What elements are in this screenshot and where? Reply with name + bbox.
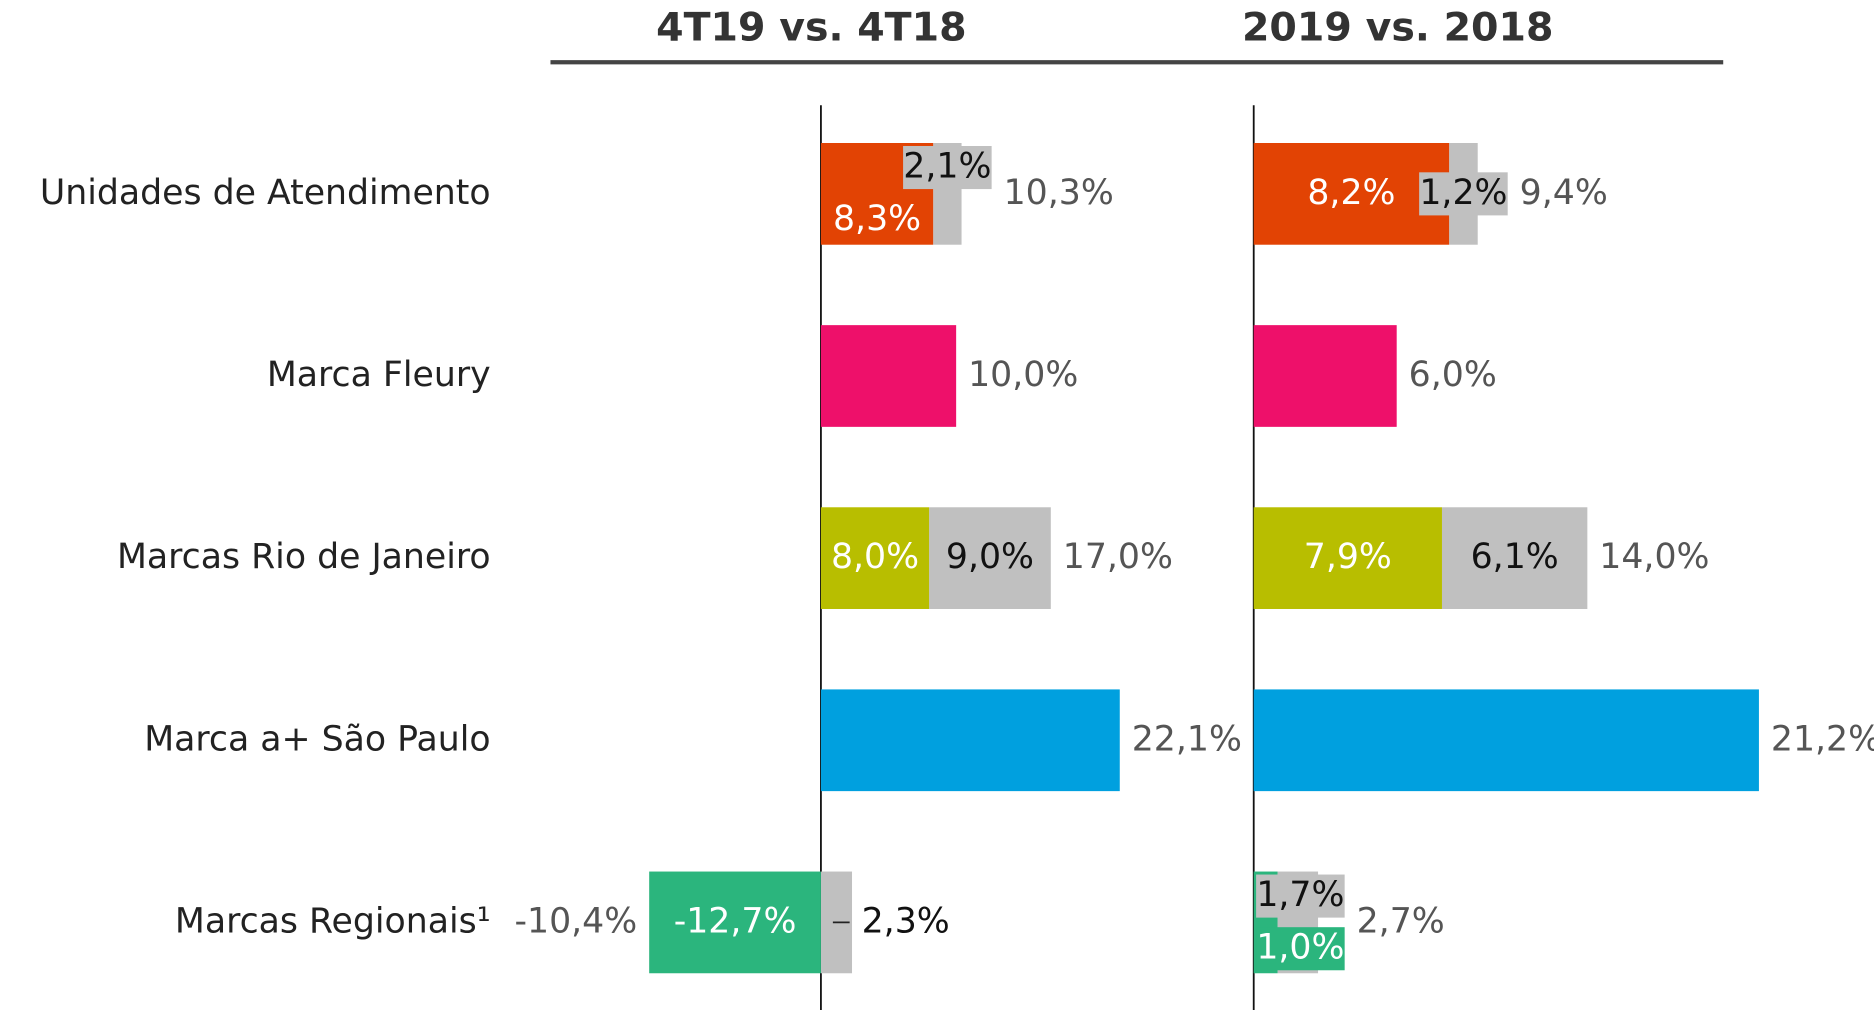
chart-title: 2019 vs. 2018 — [1242, 4, 1554, 50]
total-label: 21,2% — [1771, 719, 1874, 759]
bar-segment — [1441, 507, 1588, 609]
total-label: 10,3% — [1004, 173, 1114, 213]
bar-segment — [1253, 143, 1450, 245]
segment-label: 6,1% — [1471, 537, 1559, 577]
segment-label: 1,7% — [1256, 875, 1344, 915]
segment-label: 8,3% — [833, 199, 921, 239]
bar-segment — [649, 871, 821, 974]
total-label: 10,0% — [968, 355, 1078, 395]
bar-segment — [929, 507, 1051, 609]
bar-segment — [820, 325, 957, 427]
total-label: 9,4% — [1520, 173, 1608, 213]
bar-segment — [1253, 507, 1442, 609]
segment-label: 1,2% — [1419, 173, 1507, 213]
segment-label: 9,0% — [946, 537, 1034, 577]
segment-label: 7,9% — [1304, 537, 1392, 577]
total-label: 14,0% — [1599, 537, 1709, 577]
total-label: -10,4% — [515, 901, 638, 941]
label-box — [1419, 172, 1508, 216]
chart-title: 4T19 vs. 4T18 — [656, 4, 966, 50]
category-label: Unidades de Atendimento — [40, 173, 491, 213]
total-label: 22,1% — [1132, 719, 1242, 759]
total-label: 6,0% — [1409, 355, 1497, 395]
segment-label: 2,1% — [903, 147, 991, 187]
category-label: Marca Fleury — [267, 355, 491, 395]
label-box — [1256, 874, 1345, 918]
bar-segment — [1253, 325, 1397, 427]
category-label: Marcas Rio de Janeiro — [117, 537, 491, 577]
category-label: Marcas Regionais¹ — [175, 901, 491, 941]
segment-label: 8,2% — [1307, 173, 1395, 213]
bar-segment — [820, 689, 1120, 792]
label-box — [1256, 927, 1345, 971]
segment-label: 2,3% — [862, 901, 950, 941]
segment-label: 1,0% — [1256, 928, 1344, 968]
segment-label: 8,0% — [831, 537, 919, 577]
total-label: 2,7% — [1357, 901, 1445, 941]
label-box — [903, 145, 992, 190]
bar-segment — [820, 507, 930, 609]
bar-segment — [1253, 689, 1759, 792]
total-label: 17,0% — [1063, 537, 1173, 577]
segment-label: -12,7% — [674, 901, 797, 941]
category-label: Marca a+ São Paulo — [144, 719, 490, 759]
